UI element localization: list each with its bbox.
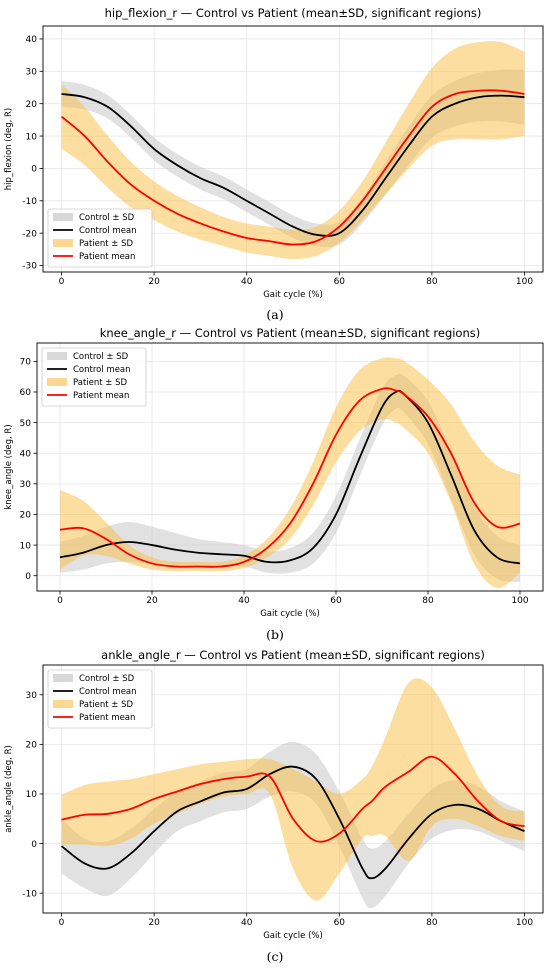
- chart-panel-3: ankle_angle_r — Control vs Patient (mean…: [4, 648, 544, 964]
- patient-sd-band: [61, 41, 525, 260]
- y-tick-label: 20: [26, 100, 38, 110]
- legend: Control ± SD Control mean Patient ± SD Pati…: [47, 669, 153, 729]
- x-tick-label: 60: [334, 277, 346, 287]
- legend: Control ± SD Control mean Patient ± SD Pati…: [47, 208, 153, 268]
- y-tick-label: 10: [20, 541, 32, 551]
- figure-caption: (c): [267, 949, 284, 964]
- x-tick-label: 80: [426, 277, 438, 287]
- x-tick-label: 80: [426, 918, 438, 928]
- x-tick-label: 20: [148, 277, 160, 287]
- control-mean-line: [61, 93, 525, 237]
- legend-label: Patient mean: [79, 713, 135, 723]
- legend-swatch-patient-band: [47, 378, 67, 386]
- y-axis-label: ankle_angle (deg, R): [4, 745, 14, 833]
- x-axis-label: Gait cycle (%): [263, 931, 323, 941]
- plot-area: [60, 41, 525, 260]
- y-axis-label: hip_flexion (deg, R): [4, 108, 14, 190]
- figure-caption: (b): [266, 627, 284, 642]
- legend-label: Control ± SD: [73, 352, 129, 362]
- y-tick-label: 10: [26, 790, 38, 800]
- legend-box: [41, 347, 147, 407]
- legend-label: Control mean: [73, 365, 131, 375]
- x-tick-label: 40: [238, 596, 250, 606]
- plot-area: [59, 357, 521, 589]
- legend-swatch-patient-band: [53, 700, 73, 708]
- legend-swatch-control-band: [53, 213, 73, 221]
- y-tick-label: 0: [25, 572, 31, 582]
- y-tick-label: 20: [20, 511, 32, 521]
- axes-frame: [42, 664, 544, 914]
- chart-title: ankle_angle_r — Control vs Patient (mean…: [101, 648, 485, 662]
- y-tick-label: 60: [20, 388, 32, 398]
- legend-swatch-control-band: [47, 352, 67, 360]
- y-axis-label: knee_angle (deg, R): [4, 424, 14, 509]
- control-sd-band: [60, 373, 520, 582]
- y-tick-label: 50: [20, 419, 32, 429]
- legend-swatch-patient-band: [53, 239, 73, 247]
- y-tick-label: 30: [26, 691, 38, 701]
- legend-label: Patient ± SD: [79, 700, 134, 710]
- x-tick-label: 0: [57, 596, 63, 606]
- x-tick-label: 100: [516, 918, 533, 928]
- x-tick-label: 100: [516, 277, 533, 287]
- y-tick-label: 10: [26, 132, 38, 142]
- y-tick-label: 70: [20, 358, 32, 368]
- x-tick-label: 40: [241, 918, 253, 928]
- y-tick-label: -30: [22, 262, 37, 272]
- legend-label: Control ± SD: [79, 213, 135, 223]
- patient-mean-line: [59, 387, 521, 568]
- legend-box: [47, 669, 153, 729]
- x-tick-label: 20: [148, 918, 160, 928]
- y-tick-label: 40: [26, 35, 38, 45]
- chart-title: knee_angle_r — Control vs Patient (mean±…: [100, 326, 481, 340]
- y-tick-label: 0: [31, 840, 37, 850]
- patient-mean-line: [61, 755, 525, 843]
- x-tick-label: 0: [59, 918, 65, 928]
- x-tick-label: 40: [241, 277, 253, 287]
- patient-sd-band: [60, 357, 520, 589]
- x-axis-label: Gait cycle (%): [263, 290, 323, 300]
- x-tick-label: 60: [334, 918, 346, 928]
- x-tick-label: 20: [146, 596, 158, 606]
- legend-swatch-control-band: [53, 674, 73, 682]
- legend-label: Control ± SD: [79, 674, 135, 684]
- legend-label: Patient mean: [73, 391, 129, 401]
- axes-frame: [42, 25, 544, 273]
- x-tick-label: 60: [330, 596, 342, 606]
- legend: Control ± SD Control mean Patient ± SD Pati…: [41, 347, 147, 407]
- x-tick-label: 0: [59, 277, 65, 287]
- patient-mean-line: [60, 89, 525, 246]
- axes-frame: [36, 342, 544, 592]
- legend-label: Patient ± SD: [73, 378, 128, 388]
- figure-caption: (a): [266, 307, 283, 322]
- legend-label: Patient mean: [79, 252, 135, 262]
- y-tick-label: 30: [20, 480, 32, 490]
- x-axis-label: Gait cycle (%): [260, 609, 320, 619]
- legend-label: Control mean: [79, 687, 137, 697]
- y-tick-label: -10: [22, 197, 37, 207]
- y-tick-label: -20: [22, 229, 37, 239]
- legend-label: Control mean: [79, 226, 137, 236]
- control-mean-line: [59, 389, 521, 565]
- patient-sd-band: [61, 678, 525, 901]
- y-tick-label: 40: [20, 449, 32, 459]
- y-tick-label: -10: [22, 889, 37, 899]
- chart-panel-1: hip_flexion_r — Control vs Patient (mean…: [4, 6, 544, 322]
- y-tick-label: 20: [26, 741, 38, 751]
- x-tick-label: 100: [511, 596, 528, 606]
- chart-panel-2: knee_angle_r — Control vs Patient (mean±…: [4, 326, 544, 642]
- x-tick-label: 80: [422, 596, 434, 606]
- plot-area: [60, 678, 525, 909]
- chart-title: hip_flexion_r — Control vs Patient (mean…: [105, 6, 482, 20]
- y-tick-label: 0: [31, 165, 37, 175]
- legend-label: Patient ± SD: [79, 239, 134, 249]
- control-mean-line: [60, 765, 525, 880]
- legend-box: [47, 208, 153, 268]
- y-tick-label: 30: [26, 68, 38, 78]
